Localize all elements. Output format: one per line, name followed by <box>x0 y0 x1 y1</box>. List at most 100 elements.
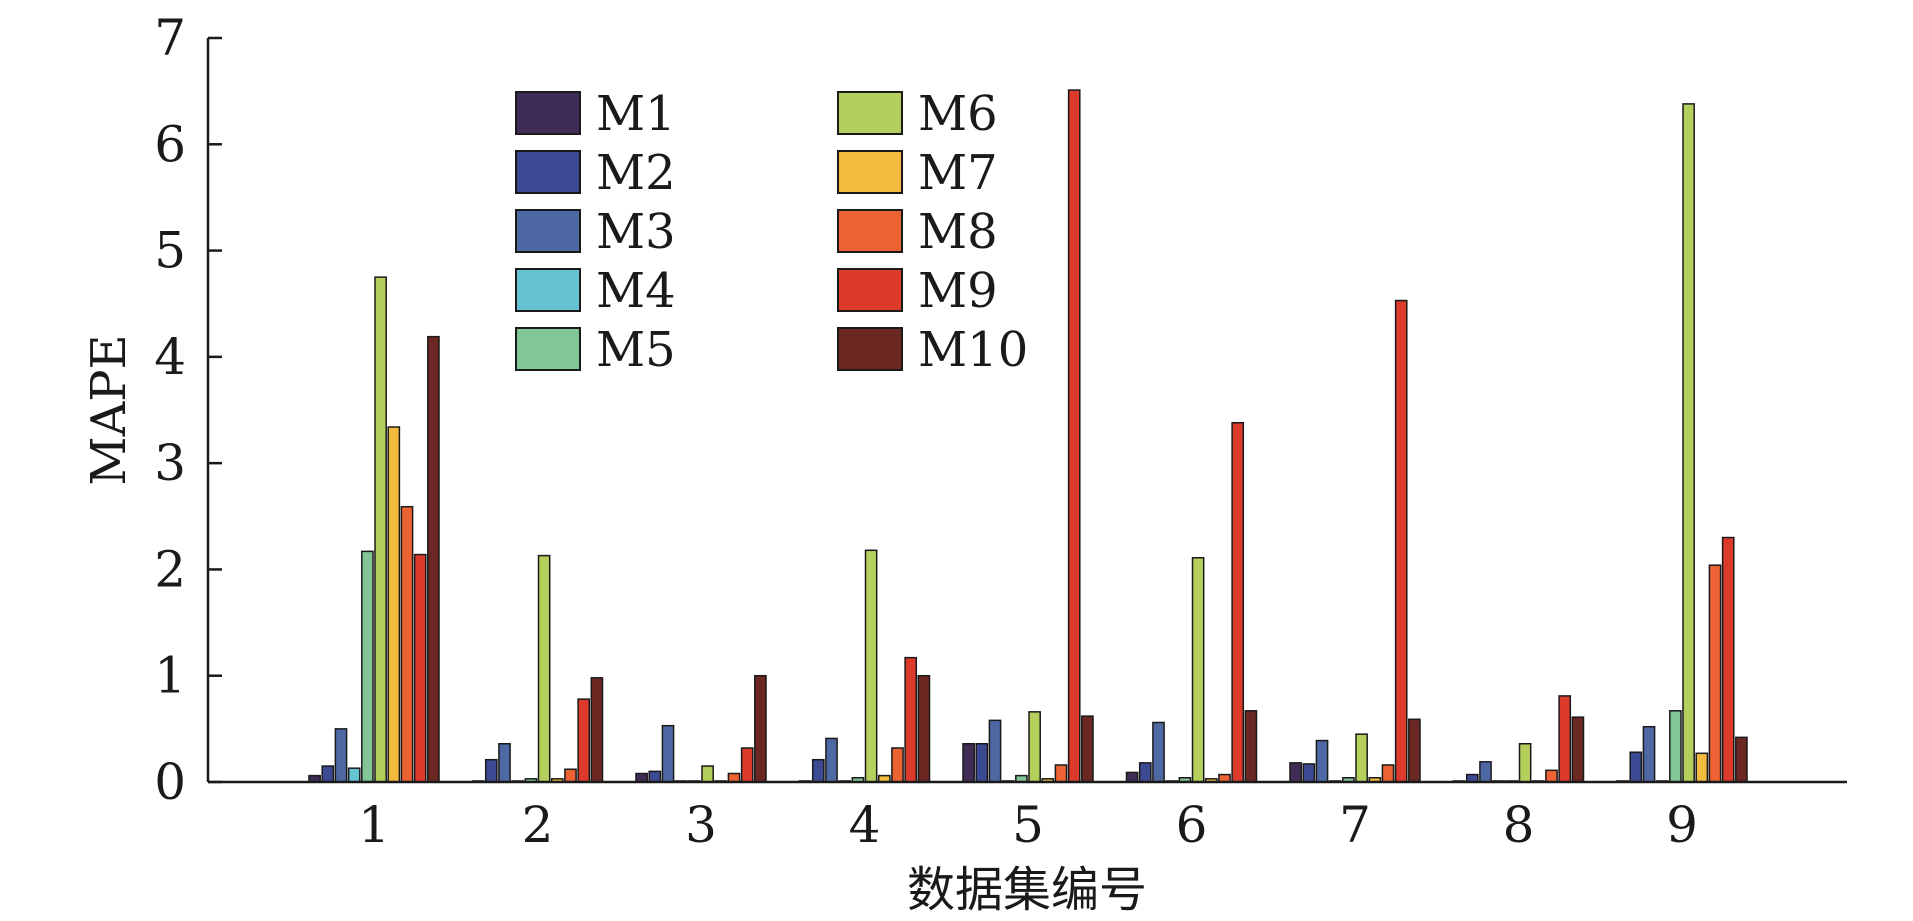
bar-m2-dataset-3 <box>648 770 662 783</box>
legend-label-m4: M4 <box>596 263 676 319</box>
bar-m7-dataset-1 <box>387 426 401 783</box>
bar-m3-dataset-3 <box>661 724 675 783</box>
bar-m1-dataset-3 <box>635 772 648 783</box>
bar-m3-dataset-6 <box>1152 721 1165 783</box>
bar-m8-dataset-3 <box>727 772 741 783</box>
x-axis-label: 数据集编号 <box>907 862 1147 918</box>
bar-m2-dataset-9 <box>1629 751 1643 783</box>
legend-label-m6: M6 <box>918 86 998 142</box>
bar-m10-dataset-7 <box>1408 718 1421 783</box>
bar-m10-dataset-1 <box>427 335 440 783</box>
legend-label-m5: M5 <box>596 322 676 378</box>
x-tick-label: 9 <box>1666 796 1698 854</box>
legend-label-m3: M3 <box>596 204 676 260</box>
legend-label-m7: M7 <box>918 145 998 201</box>
y-axis-label: MAPE <box>81 334 137 485</box>
y-tick-label: 1 <box>154 647 186 705</box>
y-tick-label: 6 <box>154 115 186 173</box>
legend-swatch-m6 <box>837 91 903 135</box>
bar-m8-dataset-7 <box>1381 764 1395 783</box>
bar-m9-dataset-3 <box>740 747 754 783</box>
bar-m2-dataset-1 <box>321 765 335 783</box>
legend-label-m9: M9 <box>918 263 998 319</box>
legend-label-m8: M8 <box>918 204 998 260</box>
bar-m2-dataset-2 <box>484 758 498 783</box>
x-tick-label: 3 <box>685 796 717 854</box>
x-tick-label: 2 <box>522 796 554 854</box>
y-tick-label: 3 <box>154 434 186 492</box>
bar-m3-dataset-8 <box>1479 761 1492 783</box>
bar-m6-dataset-3 <box>701 765 714 783</box>
bar-m6-dataset-6 <box>1191 556 1205 783</box>
y-ticks-group: 0 1 2 3 4 5 6 7 <box>154 9 222 811</box>
bar-m5-dataset-9 <box>1669 710 1682 783</box>
bar-m1-dataset-5 <box>962 742 975 783</box>
bar-m3-dataset-7 <box>1315 739 1329 783</box>
bar-m3-dataset-5 <box>988 719 1002 783</box>
legend-swatch-m7 <box>837 150 903 194</box>
bar-m6-dataset-4 <box>864 549 878 783</box>
bar-m9-dataset-5 <box>1067 89 1081 783</box>
bar-m8-dataset-9 <box>1708 564 1722 783</box>
bar-m8-dataset-4 <box>891 747 904 783</box>
bar-m4-dataset-1 <box>347 767 361 783</box>
bar-m2-dataset-4 <box>811 758 825 783</box>
bar-m2-dataset-5 <box>975 742 989 783</box>
legend-swatch-m1 <box>515 91 581 135</box>
y-tick-label: 4 <box>154 328 186 386</box>
bar-m9-dataset-2 <box>577 698 591 783</box>
legend-label-m1: M1 <box>596 86 676 142</box>
bar-m10-dataset-6 <box>1244 710 1258 783</box>
bar-m3-dataset-2 <box>498 742 511 783</box>
bar-m10-dataset-8 <box>1571 716 1585 783</box>
bar-m10-dataset-3 <box>754 674 767 783</box>
bar-m9-dataset-6 <box>1231 422 1245 783</box>
legend-swatch-m2 <box>515 150 581 194</box>
bar-m9-dataset-1 <box>413 553 427 783</box>
legend-swatch-m4 <box>515 268 581 312</box>
bar-m3-dataset-9 <box>1642 725 1656 783</box>
bar-m6-dataset-7 <box>1355 733 1368 783</box>
bar-m9-dataset-4 <box>904 656 918 783</box>
legend-swatch-m9 <box>837 268 903 312</box>
y-tick-label: 0 <box>154 753 186 811</box>
y-tick-label: 5 <box>154 222 186 280</box>
bars-group <box>308 89 1748 783</box>
bar-m6-dataset-5 <box>1028 711 1041 783</box>
bar-m6-dataset-1 <box>374 276 387 783</box>
y-tick-label: 7 <box>154 9 186 67</box>
bar-m9-dataset-9 <box>1721 536 1735 783</box>
legend-swatch-m3 <box>515 209 581 253</box>
x-ticks-group: 1 2 3 4 5 6 7 8 9 <box>358 796 1698 854</box>
bar-m10-dataset-5 <box>1081 715 1094 783</box>
x-tick-label: 7 <box>1339 796 1371 854</box>
x-tick-label: 5 <box>1012 796 1044 854</box>
y-tick-label: 2 <box>154 540 186 598</box>
legend-swatch-m8 <box>837 209 903 253</box>
bar-m9-dataset-8 <box>1558 695 1572 783</box>
bar-m7-dataset-9 <box>1695 752 1709 783</box>
bar-m3-dataset-1 <box>334 728 348 783</box>
bar-m8-dataset-2 <box>564 768 577 783</box>
bar-m2-dataset-7 <box>1302 763 1316 783</box>
bar-m8-dataset-1 <box>400 505 414 783</box>
legend-swatch-m10 <box>837 327 903 371</box>
legend-swatch-m5 <box>515 327 581 371</box>
legend-label-m2: M2 <box>596 145 676 201</box>
bar-m6-dataset-9 <box>1682 103 1695 783</box>
bar-m10-dataset-9 <box>1735 736 1748 783</box>
bar-m8-dataset-8 <box>1545 769 1558 783</box>
bar-m3-dataset-4 <box>825 737 838 783</box>
x-tick-label: 1 <box>358 796 390 854</box>
bar-m10-dataset-2 <box>590 677 604 783</box>
bar-m1-dataset-7 <box>1289 762 1302 783</box>
x-tick-label: 8 <box>1503 796 1535 854</box>
x-tick-label: 6 <box>1176 796 1208 854</box>
bar-m6-dataset-8 <box>1518 742 1532 783</box>
bar-m9-dataset-7 <box>1394 299 1408 783</box>
bar-m8-dataset-5 <box>1054 764 1068 783</box>
bar-m1-dataset-6 <box>1125 771 1139 783</box>
bar-m5-dataset-1 <box>361 550 374 783</box>
